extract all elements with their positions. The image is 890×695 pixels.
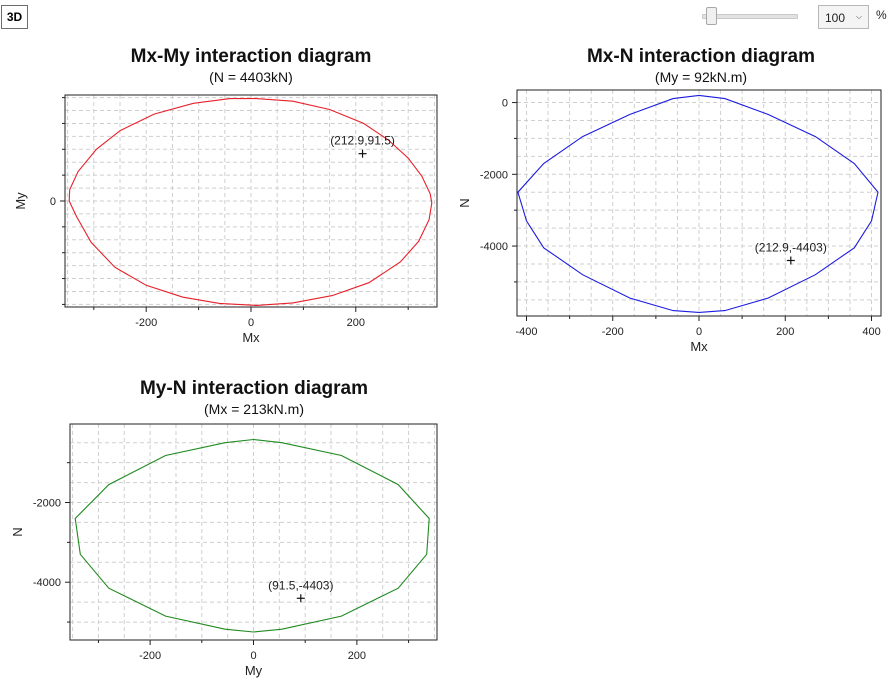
zoom-slider-thumb[interactable] (706, 7, 717, 25)
chart-subtitle: (N = 4403kN) (209, 69, 293, 85)
y-tick-label: -4000 (33, 577, 61, 589)
chart-2: Mx-N interaction diagram (My = 92kN.m) -40… (457, 46, 882, 354)
x-tick-label: 0 (248, 317, 254, 329)
plus-marker-icon (358, 149, 367, 158)
x-tick-label: 0 (250, 650, 256, 662)
plus-marker-icon (296, 594, 305, 603)
y-tick-label: 0 (502, 98, 508, 110)
x-tick-label: 200 (348, 650, 366, 662)
chart-title: My-N interaction diagram (140, 378, 368, 399)
y-axis-label: N (457, 198, 472, 207)
point-label: (212.9,-4403) (755, 241, 827, 255)
y-tick-label: 0 (50, 196, 56, 208)
x-tick-label: 0 (696, 326, 702, 338)
y-axis-label: My (13, 192, 28, 210)
interaction-curve (517, 94, 879, 313)
x-axis-label: Mx (242, 330, 260, 345)
x-tick-label: -200 (139, 650, 161, 662)
zoom-slider[interactable] (702, 7, 798, 27)
interaction-curve (74, 438, 430, 633)
chart-1: Mx-My interaction diagram (N = 4403kN) -20… (13, 46, 438, 345)
plus-marker-icon (786, 256, 795, 265)
chart-title: Mx-N interaction diagram (587, 46, 815, 67)
x-axis-label: My (245, 663, 263, 678)
zoom-unit: % (876, 8, 887, 22)
x-tick-label: 200 (347, 317, 365, 329)
x-tick-label: 400 (862, 326, 880, 338)
y-tick-label: -4000 (480, 241, 508, 253)
view-3d-button[interactable]: 3D (1, 5, 28, 29)
zoom-slider-track[interactable] (702, 14, 798, 19)
point-label: (212.9,91.5) (330, 134, 395, 148)
y-tick-label: -2000 (33, 498, 61, 510)
x-tick-label: -200 (135, 317, 157, 329)
y-axis-label: N (10, 527, 25, 536)
y-tick-label: -2000 (480, 169, 508, 181)
zoom-select[interactable]: 100 ⌵ (818, 5, 869, 29)
zoom-value: 100 (825, 11, 846, 25)
chevron-down-icon[interactable]: ⌵ (855, 12, 862, 21)
interaction-curve (68, 98, 433, 306)
chart-title: Mx-My interaction diagram (131, 46, 372, 67)
chart-subtitle: (Mx = 213kN.m) (204, 401, 304, 417)
chart-3: My-N interaction diagram (Mx = 213kN.m) -2… (10, 378, 438, 678)
chart-subtitle: (My = 92kN.m) (655, 69, 747, 85)
x-tick-label: -400 (515, 326, 537, 338)
x-tick-label: 200 (776, 326, 794, 338)
x-tick-label: -200 (602, 326, 624, 338)
x-axis-label: Mx (690, 339, 708, 354)
point-label: (91.5,-4403) (268, 578, 333, 592)
